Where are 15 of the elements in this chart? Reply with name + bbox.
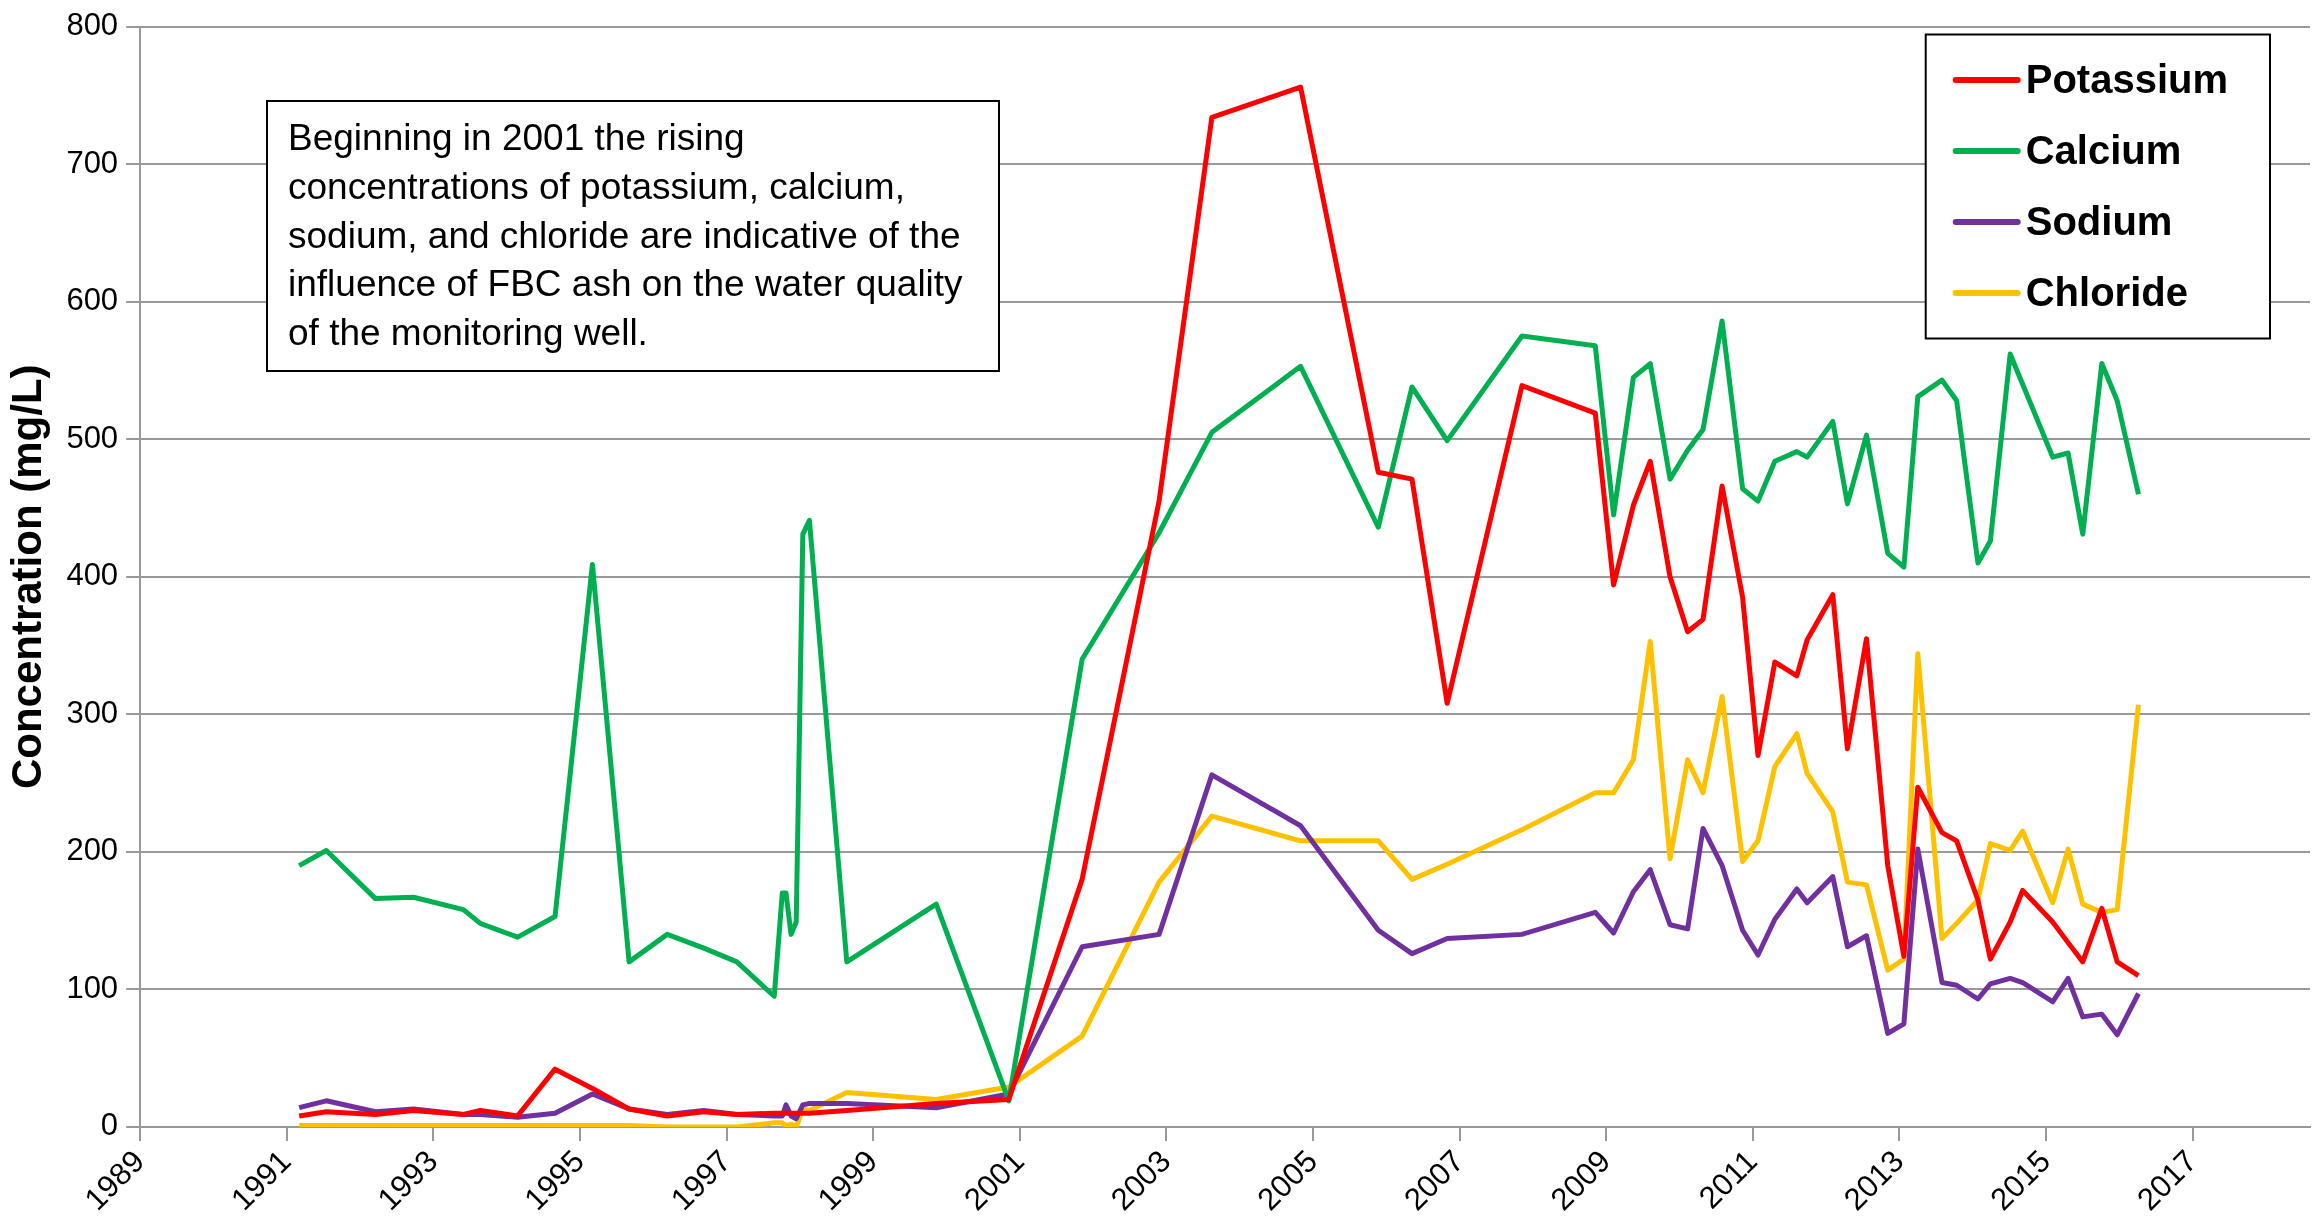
legend-label: Potassium (2025, 57, 2229, 102)
y-tick-label: 200 (66, 832, 119, 868)
y-tick-label: 300 (66, 694, 119, 730)
y-tick-label: 600 (66, 282, 119, 318)
y-tick-label: 100 (66, 969, 119, 1005)
annotation: Beginning in 2001 the rising concentrations of potassium, calcium, sodium, and chloride are indicative of the influence of FBC ash on the water quality of the monitoring well. (266, 100, 1000, 373)
legend-label: Calcium (2025, 128, 2182, 173)
y-tick-label: 0 (100, 1107, 119, 1143)
y-tick-label: 800 (66, 7, 119, 43)
y-tick-label: 400 (66, 557, 119, 593)
legend-label: Sodium (2025, 199, 2173, 244)
y-axis-title: Concentration (mg/L) (2, 364, 50, 790)
y-tick-label: 700 (66, 144, 119, 180)
legend-label: Chloride (2025, 270, 2188, 315)
y-tick-label: 500 (66, 419, 119, 455)
